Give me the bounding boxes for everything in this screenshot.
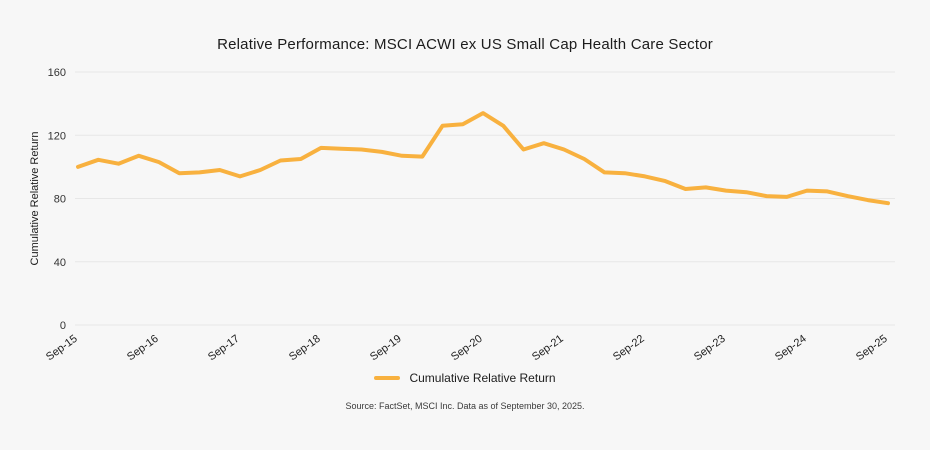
source-note: Source: FactSet, MSCI Inc. Data as of Se… [345,401,585,411]
y-tick-label-80: 80 [54,194,66,206]
chart-title: Relative Performance: MSCI ACWI ex US Sm… [217,36,713,53]
x-tick-label-Sep-16: Sep-16 [125,333,161,360]
y-axis-title: Cumulative Relative Return [29,132,41,266]
legend: Cumulative Relative Return [0,371,930,385]
legend-label: Cumulative Relative Return [409,371,556,385]
x-tick-label-Sep-22: Sep-22 [611,333,647,360]
x-tick-label-Sep-15: Sep-15 [44,333,80,360]
chart-plot-area: 0 40 80 120 160 Cumulative Relative Return Sep… [29,67,895,360]
series-line-cumulative-relative-return [76,111,890,206]
x-tick-label-Sep-19: Sep-19 [368,333,404,360]
y-tick-label-160: 160 [48,67,66,79]
x-tick-label-Sep-17: Sep-17 [206,333,242,360]
x-tick-label-Sep-18: Sep-18 [287,333,323,360]
x-tick-label-Sep-20: Sep-20 [449,333,485,360]
x-tick-label-Sep-24: Sep-24 [773,333,809,360]
x-tick-label-Sep-25: Sep-25 [854,333,890,360]
x-tick-label-Sep-23: Sep-23 [692,333,728,360]
y-tick-label-0: 0 [60,320,66,332]
x-tick-label-Sep-21: Sep-21 [530,333,566,360]
y-tick-label-120: 120 [48,130,66,142]
legend-line-swatch [374,376,401,380]
y-tick-label-40: 40 [54,257,66,269]
